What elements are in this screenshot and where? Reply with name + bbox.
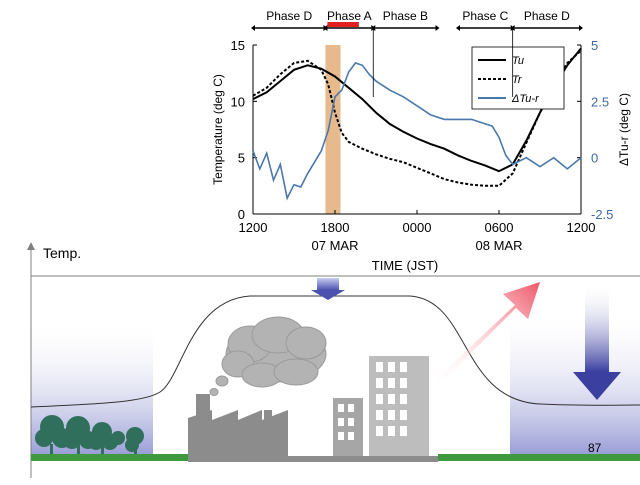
cold-zone-right: [510, 310, 640, 457]
temp-axis-label: Temp.: [43, 245, 81, 261]
y-tick-label: 5: [238, 151, 245, 166]
x-tick-label: 1200: [239, 220, 268, 235]
page-number: 87: [588, 441, 602, 455]
trees: [35, 415, 144, 456]
x-tick-label: 1200: [567, 220, 596, 235]
phase-arrow-left: [323, 25, 328, 31]
phase-label: Phase D: [524, 9, 570, 23]
ground-right: [438, 454, 640, 461]
y2-tick-label: 2.5: [591, 94, 609, 109]
x-tick-label: 1800: [321, 220, 350, 235]
factory: [188, 394, 288, 458]
phase-label: Phase C: [462, 9, 508, 23]
small-cooling-arrow: [311, 278, 345, 300]
phase-label: Phase A: [327, 9, 372, 23]
ground-middle: [188, 456, 438, 462]
x-tick-label: 0000: [403, 220, 432, 235]
legend-label: Tu: [512, 55, 524, 67]
heat-island-illustration: Temp.: [27, 242, 640, 478]
y2-axis-label: ΔTu-r (deg C): [617, 93, 631, 166]
phase-arrow-right: [579, 25, 583, 31]
y-tick-label: 0: [238, 207, 245, 222]
phase-arrow-right: [435, 25, 440, 31]
date-label: 07 MAR: [312, 238, 359, 253]
phase-label: Phase D: [266, 9, 312, 23]
phase-label: Phase B: [383, 9, 428, 23]
legend-label: ΔTu-r: [511, 93, 540, 105]
y-tick-label: 15: [231, 38, 245, 53]
phase-arrow-left: [456, 25, 460, 31]
y2-tick-label: 0: [591, 151, 598, 166]
temp-axis-arrowhead: [27, 242, 35, 250]
phase-a-marker: [327, 22, 359, 27]
y2-tick-label: -2.5: [591, 207, 613, 222]
series-line-2: [252, 62, 582, 201]
y2-tick-label: 5: [591, 38, 598, 53]
series-line-1: [252, 49, 582, 187]
legend-label: Tr: [512, 74, 523, 86]
y-axis-label: Temperature (deg C): [211, 74, 225, 185]
temperature-profile-curve: [30, 295, 640, 408]
x-tick-label: 0600: [485, 220, 514, 235]
chart: 1200 1800 0000 0600 1200 07 MAR 08 MAR 0 5 10 15 -2…: [211, 9, 631, 273]
smoke-cloud: [209, 316, 327, 396]
ground-left: [31, 454, 188, 461]
date-label: 08 MAR: [476, 238, 523, 253]
y-tick-label: 10: [231, 94, 245, 109]
cooling-arrow: [573, 282, 621, 400]
phase-arrow-left: [251, 25, 255, 31]
warming-arrow: [432, 282, 540, 388]
buildings: [333, 356, 429, 456]
x-axis-label: TIME (JST): [372, 258, 438, 273]
